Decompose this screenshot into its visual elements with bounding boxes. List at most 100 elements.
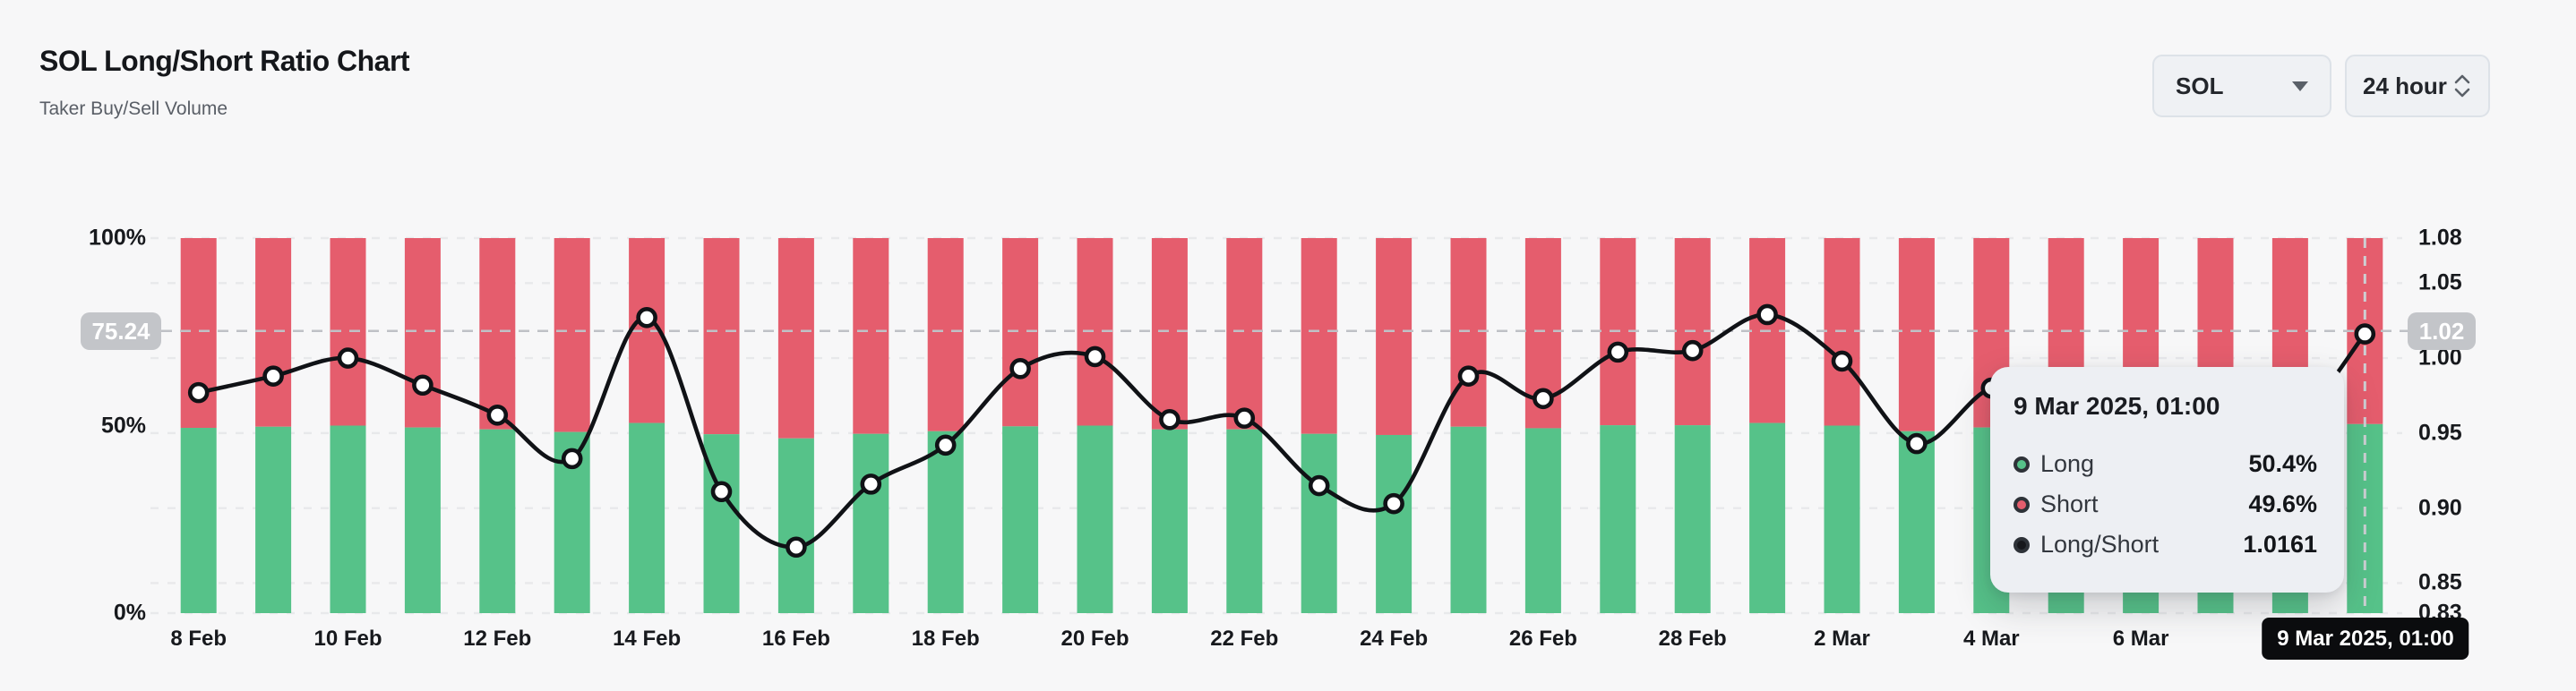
x-axis-label: 10 Feb [313, 627, 382, 651]
interval-select[interactable]: 24 hour [2345, 55, 2490, 117]
ratio-marker [412, 374, 434, 397]
x-axis-label: 2 Mar [1814, 627, 1870, 651]
tooltip-row-value: 1.0161 [2243, 531, 2317, 558]
ratio-marker [1457, 365, 1480, 387]
ratio-marker [860, 473, 882, 495]
symbol-select[interactable]: SOL [2152, 55, 2331, 117]
chart-tooltip: 9 Mar 2025, 01:00 Long 50.4% Short 49.6%… [1990, 367, 2344, 593]
interval-select-value: 24 hour [2363, 72, 2447, 99]
tooltip-row-label: Long [2040, 450, 2095, 477]
ratio-marker [1681, 339, 1704, 362]
long-bar[interactable] [1301, 433, 1337, 613]
short-bar[interactable] [554, 238, 590, 432]
long-bar[interactable] [1749, 422, 1786, 613]
ratio-marker [337, 347, 359, 369]
short-bar[interactable] [1450, 238, 1487, 427]
short-bar[interactable] [404, 238, 441, 428]
ratio-marker [1533, 388, 1554, 410]
long-bar[interactable] [479, 429, 516, 613]
short-bar[interactable] [1151, 238, 1188, 430]
tooltip-row-ratio: Long/Short 1.0161 [2014, 525, 2317, 565]
caret-down-icon [2292, 81, 2308, 91]
x-axis-label: 18 Feb [911, 627, 980, 651]
tooltip-row-value: 49.6% [2248, 491, 2317, 517]
ratio-marker [262, 365, 284, 387]
short-bar[interactable] [1898, 238, 1935, 431]
long-bar[interactable] [1002, 426, 1039, 613]
crosshair-badge-left: 75.24 [81, 312, 161, 350]
y-axis-label-left: 0% [113, 600, 146, 626]
long-bar[interactable] [255, 426, 292, 613]
short-bar[interactable] [1226, 238, 1263, 430]
long-bar[interactable] [1674, 425, 1711, 613]
ratio-marker [1383, 492, 1404, 515]
long-bar[interactable] [629, 422, 665, 613]
ratio-marker [1831, 350, 1853, 372]
long-bar[interactable] [777, 438, 814, 613]
tooltip-row-short: Short 49.6% [2014, 484, 2317, 525]
long-bar[interactable] [927, 431, 964, 613]
x-axis-label: 16 Feb [761, 627, 830, 651]
long-bar[interactable] [1600, 425, 1636, 613]
x-axis-label: 28 Feb [1658, 627, 1727, 651]
x-axis-label: 24 Feb [1360, 627, 1429, 651]
symbol-select-value: SOL [2176, 72, 2224, 99]
long-bar[interactable] [1151, 429, 1188, 613]
long-bar[interactable] [180, 428, 217, 613]
short-bar[interactable] [479, 238, 516, 430]
long-bar[interactable] [1898, 431, 1935, 613]
x-axis-label: 26 Feb [1508, 627, 1577, 651]
y-axis-label-left: 50% [100, 413, 146, 438]
y-axis-label-right: 1.05 [2418, 269, 2462, 295]
short-bar[interactable] [1002, 238, 1039, 427]
ratio-marker [187, 381, 210, 404]
x-axis-label: 22 Feb [1210, 627, 1279, 651]
ratio-marker [1756, 303, 1778, 326]
long-bar[interactable] [1824, 425, 1860, 614]
tooltip-row-long: Long 50.4% [2014, 444, 2317, 484]
long-bar[interactable] [330, 425, 366, 614]
y-axis-label-left: 100% [89, 225, 146, 251]
short-bar[interactable] [777, 238, 814, 439]
short-bar[interactable] [703, 238, 740, 435]
short-bar[interactable] [1301, 238, 1337, 434]
ratio-marker [1906, 432, 1928, 455]
ratio-marker [1084, 346, 1106, 368]
ratio-marker [710, 481, 733, 503]
y-axis-label-right: 0.90 [2418, 495, 2462, 521]
long-bar[interactable] [1077, 425, 1113, 614]
page-title: SOL Long/Short Ratio Chart [39, 45, 410, 77]
long-bar[interactable] [1524, 428, 1561, 613]
short-bar[interactable] [927, 238, 964, 431]
tooltip-row-value: 50.4% [2248, 450, 2317, 477]
page-subtitle: Taker Buy/Sell Volume [39, 98, 228, 119]
ratio-marker [786, 536, 807, 559]
y-axis-label-right: 1.08 [2418, 225, 2462, 251]
ratio-marker [1233, 407, 1256, 429]
x-axis-label: 6 Mar [2112, 627, 2169, 651]
ratio-marker [561, 448, 583, 470]
ratio-marker [1159, 408, 1181, 431]
tooltip-title: 9 Mar 2025, 01:00 [2014, 392, 2220, 420]
x-axis-label: 4 Mar [1962, 627, 2020, 651]
ratio-marker [636, 307, 657, 328]
long-bar[interactable] [853, 433, 889, 613]
tooltip-row-label: Long/Short [2040, 531, 2160, 558]
crosshair-badge-right: 1.02 [2408, 312, 2476, 350]
long-bar[interactable] [1226, 429, 1263, 613]
long-bar[interactable] [1450, 426, 1487, 613]
short-bar[interactable] [853, 238, 889, 434]
long-legend-dot-icon [2014, 456, 2030, 473]
short-bar[interactable] [255, 238, 292, 427]
ratio-marker [1308, 474, 1330, 497]
x-axis-label: 8 Feb [170, 627, 228, 651]
long-bar[interactable] [1376, 434, 1413, 613]
long-bar[interactable] [404, 427, 441, 613]
ratio-marker [486, 404, 509, 426]
crosshair-date-tooltip: 9 Mar 2025, 01:00 [2262, 618, 2469, 660]
up-down-chevrons-icon [2452, 73, 2472, 99]
tooltip-row-label: Short [2040, 491, 2099, 517]
short-bar[interactable] [1376, 238, 1413, 435]
ratio-marker [2354, 323, 2376, 345]
x-axis-label: 20 Feb [1060, 627, 1129, 651]
